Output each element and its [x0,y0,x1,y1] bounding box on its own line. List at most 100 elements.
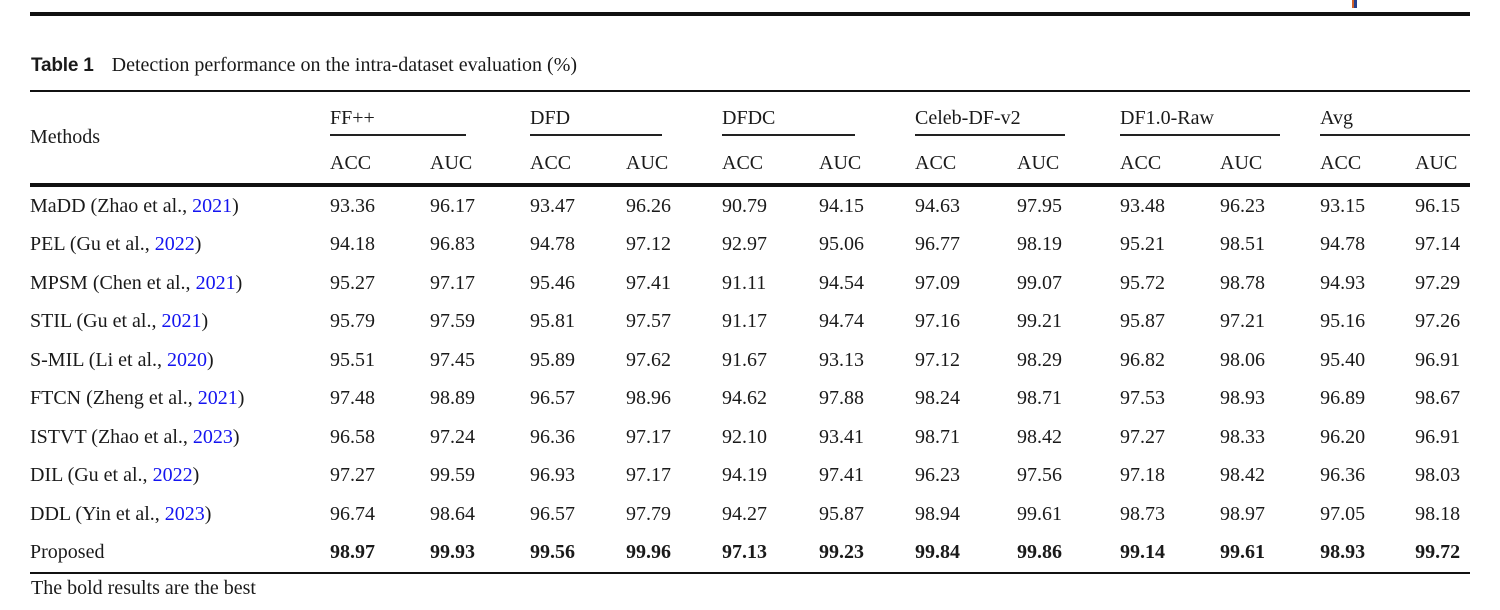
value-cell: 98.24 [915,387,961,410]
table-caption-label: Table 1 [31,55,94,76]
value-cell: 94.74 [819,310,865,333]
page-header-fragment [1352,0,1357,8]
citation-link[interactable]: 2021 [195,271,236,294]
citation-link[interactable]: 2020 [167,348,208,371]
method-name-suffix: ) [237,387,245,410]
value-cell: 97.14 [1415,233,1461,256]
value-cell: 98.93 [1320,541,1366,564]
value-cell: 97.56 [1017,464,1063,487]
value-cell: 94.15 [819,194,865,217]
group-header-df1-0-raw: DF1.0-Raw [1120,91,1320,144]
value-cell: 97.18 [1120,464,1166,487]
method-name-suffix: ) [232,425,240,448]
table-row: ISTVT (Zhao et al., 2023) 96.58 97.24 96.36… [30,418,1470,457]
method-name: DDL (Yin et al., [30,502,165,525]
citation-link[interactable]: 2021 [161,310,202,333]
value-cell: 99.61 [1220,541,1266,564]
method-cell: ISTVT (Zhao et al., 2023) [30,418,330,457]
group-header-label: DFD [530,107,663,136]
value-cell: 98.29 [1017,348,1063,371]
methods-column-header: Methods [30,126,100,148]
value-cell: 99.84 [915,541,961,564]
value-cell: 97.59 [430,310,475,333]
method-name: MaDD (Zhao et al., [30,194,193,217]
value-cell: 99.86 [1017,541,1063,564]
citation-link[interactable]: 2021 [192,194,233,217]
value-cell: 99.59 [430,464,475,487]
value-cell: 99.72 [1415,541,1461,564]
value-cell: 94.27 [722,502,768,525]
value-cell: 92.10 [722,425,768,448]
table-row: S-MIL (Li et al., 2020) 95.51 97.45 95.89 97… [30,341,1470,380]
value-cell: 97.27 [1120,425,1166,448]
value-cell: 97.41 [626,271,671,294]
value-cell: 96.74 [330,502,375,525]
value-cell: 98.89 [430,387,475,410]
value-cell: 95.21 [1120,233,1166,256]
value-cell: 96.91 [1415,348,1461,371]
value-cell: 98.51 [1220,233,1266,256]
table-row: FTCN (Zheng et al., 2021) 97.48 98.89 96.57… [30,380,1470,419]
value-cell: 96.57 [530,387,575,410]
value-cell: 98.78 [1220,271,1266,294]
method-name: DIL (Gu et al., [30,464,153,487]
citation-link[interactable]: 2022 [154,233,195,256]
method-name: MPSM (Chen et al., [30,271,196,294]
value-cell: 96.36 [1320,464,1366,487]
citation-link[interactable]: 2021 [197,387,238,410]
value-cell: 98.42 [1220,464,1266,487]
citation-link[interactable]: 2023 [192,425,233,448]
value-cell: 96.20 [1320,425,1366,448]
value-cell: 95.46 [530,271,575,294]
value-cell: 94.62 [722,387,768,410]
method-name-suffix: ) [192,464,200,487]
table-row: MaDD (Zhao et al., 2021) 93.36 96.17 93.47 9… [30,185,1470,226]
value-cell: 98.97 [330,541,375,564]
method-cell: S-MIL (Li et al., 2020) [30,341,330,380]
subheader-auc: AUC [626,152,669,174]
value-cell: 95.51 [330,348,375,371]
value-cell: 99.56 [530,541,575,564]
table-row: Proposed 98.97 99.93 99.56 99.96 97.13 99.23 99… [30,534,1471,573]
value-cell: 94.93 [1320,271,1366,294]
value-cell: 95.81 [530,310,575,333]
value-cell: 97.88 [819,387,865,410]
table-head: Methods FF++ DFD DFDC Celeb-DF-v2 DF1.0-Raw A… [30,91,1471,185]
subheader-auc: AUC [430,152,473,174]
value-cell: 98.19 [1017,233,1063,256]
value-cell: 97.62 [626,348,671,371]
group-header-label: DF1.0-Raw [1120,107,1281,136]
value-cell: 97.41 [819,464,865,487]
value-cell: 97.12 [626,233,671,256]
method-cell: STIL (Gu et al., 2021) [30,303,330,342]
citation-link[interactable]: 2022 [152,464,193,487]
value-cell: 97.26 [1415,310,1461,333]
value-cell: 94.18 [330,233,375,256]
citation-link[interactable]: 2023 [164,502,205,525]
value-cell: 98.18 [1415,502,1461,525]
value-cell: 96.83 [430,233,475,256]
value-cell: 98.03 [1415,464,1461,487]
method-cell: MaDD (Zhao et al., 2021) [30,185,330,226]
header-fragment-right [1354,0,1357,8]
group-header-dfdc: DFDC [722,91,915,144]
value-cell: 96.17 [430,194,475,217]
value-cell: 97.17 [626,464,671,487]
value-cell: 96.23 [915,464,961,487]
value-cell: 98.33 [1220,425,1266,448]
method-cell: PEL (Gu et al., 2022) [30,226,330,265]
value-cell: 95.72 [1120,271,1166,294]
group-header-dfd: DFD [530,91,722,144]
value-cell: 95.27 [330,271,375,294]
value-cell: 98.71 [1017,387,1063,410]
subheader-acc: ACC [530,152,572,174]
value-cell: 97.21 [1220,310,1266,333]
method-name: PEL (Gu et al., [30,233,155,256]
value-cell: 96.58 [330,425,375,448]
value-cell: 95.89 [530,348,575,371]
value-cell: 93.36 [330,194,375,217]
subheader-auc: AUC [1220,152,1263,174]
value-cell: 97.17 [430,271,475,294]
value-cell: 97.24 [430,425,475,448]
value-cell: 98.06 [1220,348,1266,371]
